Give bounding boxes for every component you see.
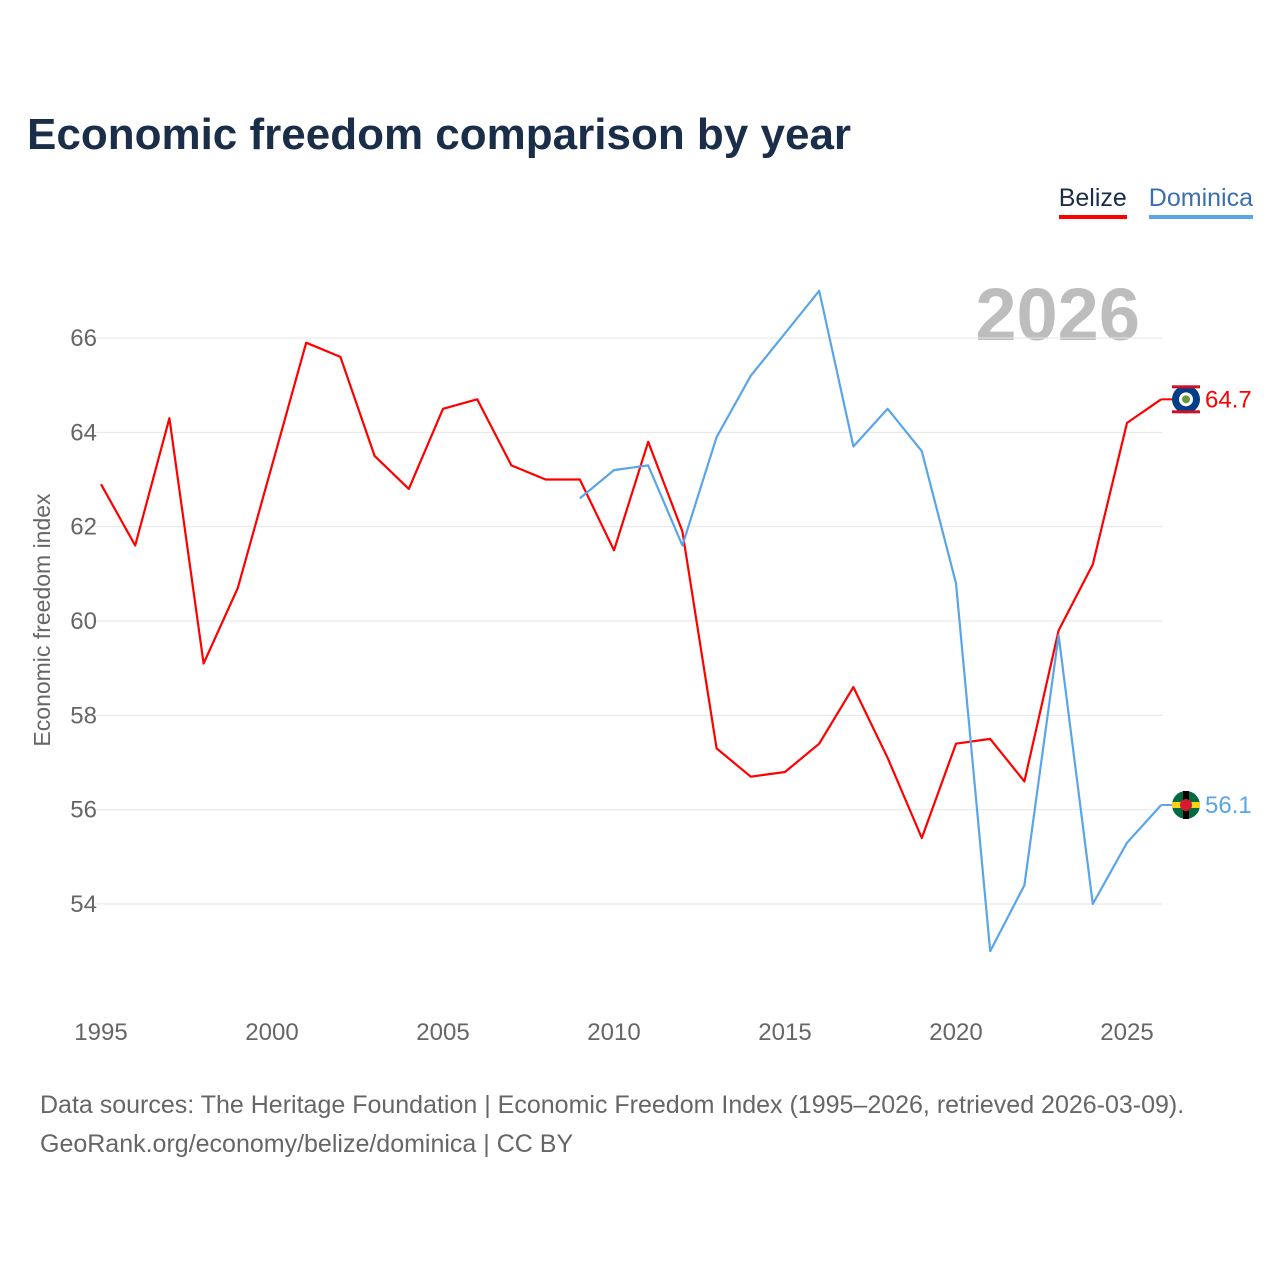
end-value-label: 64.7 [1205,386,1252,413]
legend-belize[interactable]: Belize [1058,184,1127,219]
source-link[interactable]: GeoRank.org/economy/belize/dominica | CC… [40,1130,574,1158]
series-line-dominica [579,289,1163,953]
x-tick-label: 1995 [74,1019,127,1046]
dominica-flag-icon [1172,790,1200,819]
chart-title: Economic freedom comparison by year [27,110,852,159]
year-watermark: 2026 [975,273,1140,356]
y-tick-label: 56 [70,797,97,824]
x-tick-label: 2005 [416,1019,469,1046]
legend-dominica[interactable]: Dominica [1148,184,1253,219]
belize-flag-icon [1172,385,1200,414]
x-tick-label: 2025 [1100,1019,1153,1046]
y-tick-label: 60 [70,608,97,635]
y-axis-label: Economic freedom index [29,493,55,747]
y-tick-label: 62 [70,514,97,541]
y-tick-label: 58 [70,702,97,729]
x-tick-label: 2000 [245,1019,298,1046]
x-tick-label: 2015 [758,1019,811,1046]
y-tick-label: 66 [70,325,97,352]
end-value-label: 56.1 [1205,792,1252,819]
legend: Belize Dominica [1058,184,1253,219]
data-sources: Data sources: The Heritage Foundation | … [40,1091,1185,1119]
x-tick-label: 2010 [587,1019,640,1046]
series-line-belize [100,341,1162,840]
y-tick-label: 64 [70,419,97,446]
y-tick-label: 54 [70,891,97,918]
x-tick-label: 2020 [929,1019,982,1046]
footer: Data sources: The Heritage Foundation | … [40,1086,1184,1164]
